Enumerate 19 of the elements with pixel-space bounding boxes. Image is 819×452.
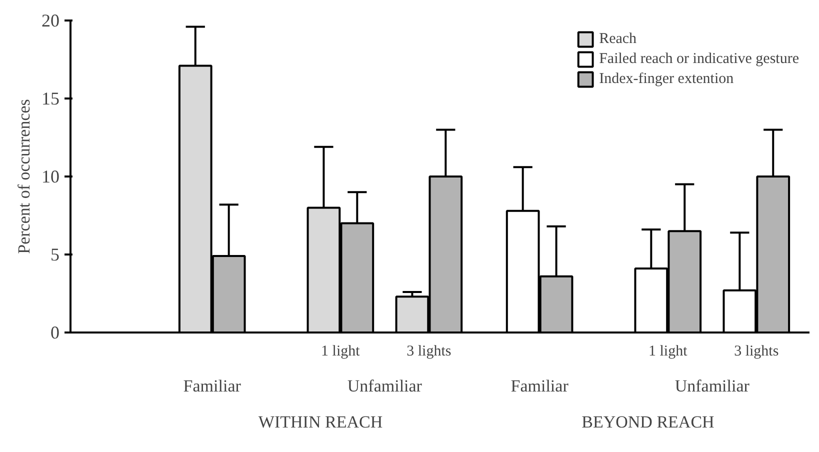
x-tick-label: 3 lights: [734, 344, 779, 360]
y-axis-title: Percent of occurrences: [14, 99, 34, 254]
y-tick-label: 5: [50, 244, 60, 264]
text: BEYOND REACH: [582, 412, 714, 432]
text: Unfamiliar: [347, 376, 422, 396]
text: Unfamiliar: [674, 376, 750, 396]
legend-label: Reach: [599, 30, 637, 48]
x-tick-label: 1 light: [648, 344, 688, 360]
legend-label: Index-finger extention: [599, 70, 734, 88]
text: Familiar: [510, 376, 569, 396]
x-tick-label: 3 lights: [406, 344, 452, 360]
text: WITHIN REACH: [258, 412, 383, 432]
y-tick-label: 10: [42, 166, 60, 186]
y-tick-label: 0: [50, 322, 60, 342]
legend-label: Failed reach or indicative gesture: [599, 50, 799, 68]
y-tick-label: 15: [42, 88, 60, 108]
text: Familiar: [183, 376, 242, 396]
y-tick-label: 20: [42, 10, 60, 30]
x-tick-label: 1 light: [321, 344, 361, 360]
